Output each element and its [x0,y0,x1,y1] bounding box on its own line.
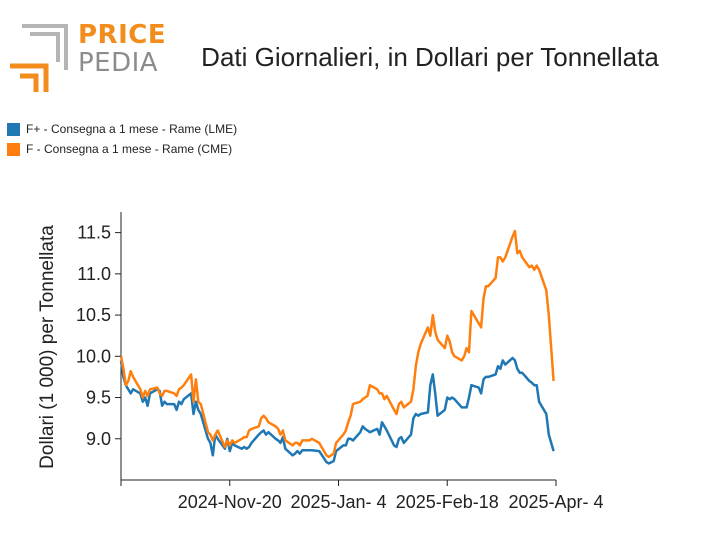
y-tick-label: 11.5 [77,223,111,243]
legend-item-cme: F - Consegna a 1 mese - Rame (CME) [7,139,237,159]
legend-label-cme: F - Consegna a 1 mese - Rame (CME) [26,142,233,156]
y-tick-label: 9.0 [86,429,111,449]
logo-word-price: PRICE [78,20,167,50]
legend-swatch-lme [7,122,20,136]
legend-item-lme: F+ - Consegna a 1 mese - Rame (LME) [7,119,237,139]
legend: F+ - Consegna a 1 mese - Rame (LME) F - … [7,119,237,159]
axes: 9.0 9.5 10.0 10.5 11.0 11.5 2024-Nov-20 2025-Ja… [76,212,604,512]
y-tick-label: 10.0 [76,346,111,366]
x-tick-label: 2024-Nov-20 [178,492,282,512]
legend-label-lme: F+ - Consegna a 1 mese - Rame (LME) [26,122,238,136]
y-tick-label: 9.5 [86,388,111,408]
y-tick-label: 11.0 [77,264,111,284]
pricepedia-logo: PRICE PEDIA [8,22,168,92]
x-tick-label: 2025-Jan- 4 [290,492,386,512]
legend-swatch-cme [7,142,20,156]
x-tick-label: 2025-Feb-18 [396,492,499,512]
logo-word-pedia: PEDIA [78,48,159,78]
series-lines [119,229,555,465]
y-tick-label: 10.5 [76,305,111,325]
series-line-lme [119,356,555,465]
chart-title: Dati Giornalieri, in Dollari per Tonnell… [201,42,659,72]
logo-mark-icon [10,24,68,92]
series-line-cme [119,229,555,459]
y-axis-label: Dollari (1 000) per Tonnellata [37,225,58,469]
x-tick-label: 2025-Apr- 4 [508,492,603,512]
